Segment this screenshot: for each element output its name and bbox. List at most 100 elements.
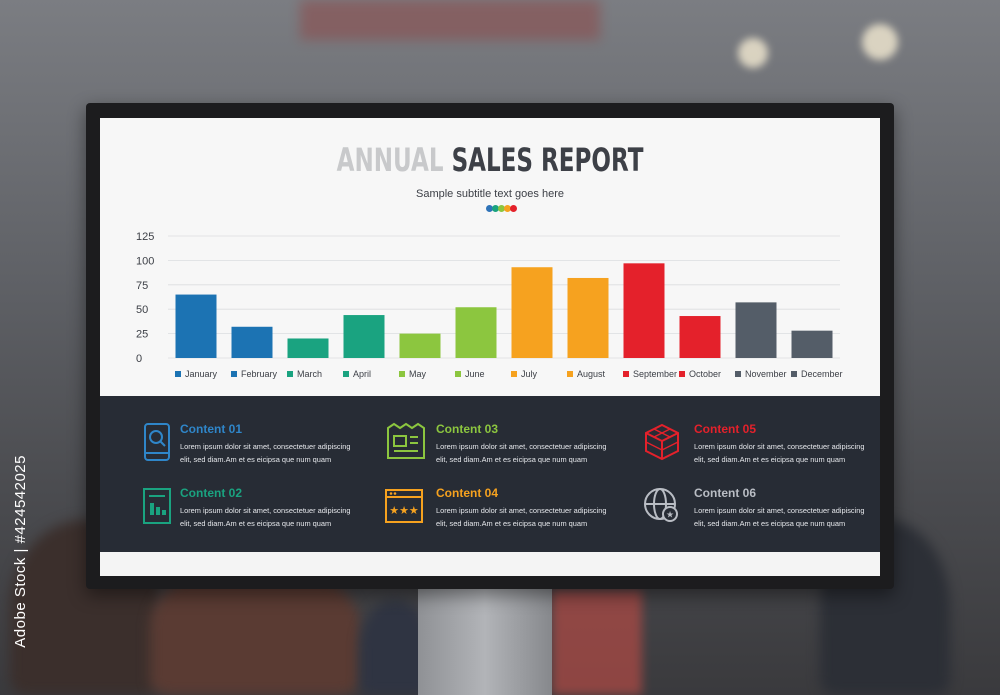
legend-label: August bbox=[577, 369, 606, 379]
content-line: elit, sed diam.Am et es eicipsa que num … bbox=[694, 519, 846, 528]
legend-swatch bbox=[791, 371, 797, 377]
legend-label: December bbox=[801, 369, 843, 379]
content-heading: Content 05 bbox=[694, 422, 757, 436]
y-tick-label: 100 bbox=[136, 255, 154, 267]
cube-icon bbox=[642, 422, 679, 462]
report-subtitle: Sample subtitle text goes here bbox=[416, 188, 564, 200]
globe-star-icon: ★ bbox=[642, 486, 678, 526]
content-body: Lorem ipsum dolor sit amet, consectetuer… bbox=[180, 504, 380, 530]
legend-label: January bbox=[185, 369, 218, 379]
color-dot bbox=[510, 205, 517, 212]
y-tick-label: 125 bbox=[136, 231, 154, 243]
color-dot bbox=[504, 205, 511, 212]
legend-swatch bbox=[567, 371, 573, 377]
rating-window-icon: ★★★ bbox=[384, 486, 423, 526]
legend-label: May bbox=[409, 369, 427, 379]
legend-swatch bbox=[175, 371, 181, 377]
legend-label: April bbox=[353, 369, 371, 379]
bar-june bbox=[455, 307, 497, 358]
color-dots bbox=[486, 205, 517, 212]
ceiling-beam bbox=[300, 0, 600, 40]
newspaper-icon bbox=[384, 422, 430, 462]
legend-swatch bbox=[511, 371, 517, 377]
content-body: Lorem ipsum dolor sit amet, consectetuer… bbox=[694, 504, 880, 530]
content-body: Lorem ipsum dolor sit amet, consectetuer… bbox=[436, 440, 636, 466]
legend-swatch bbox=[231, 371, 237, 377]
legend-swatch bbox=[287, 371, 293, 377]
stock-watermark: Adobe Stock | #424542025 bbox=[8, 455, 32, 665]
title-part-annual: ANNUAL bbox=[336, 141, 444, 179]
bar-january bbox=[175, 294, 217, 358]
bar-october bbox=[679, 316, 721, 358]
ceiling-light bbox=[738, 38, 768, 68]
content-line: Lorem ipsum dolor sit amet, consectetuer… bbox=[436, 506, 607, 515]
bar-march bbox=[287, 338, 329, 358]
bar-february bbox=[231, 326, 273, 358]
bar-november bbox=[735, 302, 777, 358]
bar-december bbox=[791, 330, 833, 358]
content-body: Lorem ipsum dolor sit amet, consectetuer… bbox=[694, 440, 880, 466]
legend-label: July bbox=[521, 369, 538, 379]
ceiling-light bbox=[862, 24, 898, 60]
content-heading: Content 03 bbox=[436, 422, 499, 436]
content-item: ★★★ Content 04 Lorem ipsum dolor sit amet,… bbox=[384, 486, 624, 536]
legend-swatch bbox=[399, 371, 405, 377]
bar-september bbox=[623, 263, 665, 358]
content-line: Lorem ipsum dolor sit amet, consectetuer… bbox=[436, 442, 607, 451]
color-dot bbox=[492, 205, 499, 212]
content-body: Lorem ipsum dolor sit amet, consectetuer… bbox=[436, 504, 636, 530]
bar-april bbox=[343, 315, 385, 358]
content-line: Lorem ipsum dolor sit amet, consectetuer… bbox=[694, 442, 865, 451]
color-dot bbox=[486, 205, 493, 212]
svg-text:★: ★ bbox=[666, 510, 674, 520]
content-item: Content 02 Lorem ipsum dolor sit amet, co… bbox=[142, 486, 382, 536]
content-line: elit, sed diam.Am et es eicipsa que num … bbox=[180, 519, 332, 528]
content-line: elit, sed diam.Am et es eicipsa que num … bbox=[180, 455, 332, 464]
y-tick-label: 75 bbox=[136, 280, 148, 292]
color-dot bbox=[498, 205, 505, 212]
legend-swatch bbox=[735, 371, 741, 377]
content-heading: Content 06 bbox=[694, 486, 757, 500]
content-heading: Content 04 bbox=[436, 486, 499, 500]
y-tick-label: 0 bbox=[136, 353, 142, 365]
monitor-stand bbox=[418, 585, 552, 695]
watermark-text: Adobe Stock | #424542025 bbox=[12, 455, 29, 648]
content-line: elit, sed diam.Am et es eicipsa que num … bbox=[436, 519, 588, 528]
legend-label: February bbox=[241, 369, 278, 379]
bar-august bbox=[567, 277, 609, 358]
display-monitor: ANNUAL SALES REPORT Sample subtitle text… bbox=[86, 103, 894, 589]
legend-label: September bbox=[633, 369, 677, 379]
screen-bottom-strip bbox=[100, 552, 880, 576]
bar-chart: 0 25 50 75 100 125 January February March April Ma… bbox=[136, 231, 843, 379]
document-chart-icon bbox=[142, 486, 172, 526]
content-item: Content 01 Lorem ipsum dolor sit amet, co… bbox=[142, 422, 382, 472]
monitor-screen: ANNUAL SALES REPORT Sample subtitle text… bbox=[100, 118, 880, 576]
legend-label: March bbox=[297, 369, 322, 379]
legend-swatch bbox=[679, 371, 685, 377]
legend-swatch bbox=[343, 371, 349, 377]
content-line: elit, sed diam.Am et es eicipsa que num … bbox=[694, 455, 846, 464]
bar-july bbox=[511, 267, 553, 358]
content-line: Lorem ipsum dolor sit amet, consectetuer… bbox=[180, 442, 351, 451]
legend-swatch bbox=[455, 371, 461, 377]
y-tick-label: 25 bbox=[136, 329, 148, 341]
legend-label: June bbox=[465, 369, 485, 379]
content-item: Content 05 Lorem ipsum dolor sit amet, co… bbox=[642, 422, 880, 472]
content-line: elit, sed diam.Am et es eicipsa que num … bbox=[436, 455, 588, 464]
y-tick-label: 50 bbox=[136, 304, 148, 316]
content-line: Lorem ipsum dolor sit amet, consectetuer… bbox=[694, 506, 865, 515]
content-item: ★ Content 06 Lorem ipsum dolor sit amet, c… bbox=[642, 486, 880, 536]
content-heading: Content 01 bbox=[180, 422, 243, 436]
legend-swatch bbox=[623, 371, 629, 377]
mobile-search-icon bbox=[142, 422, 172, 462]
content-panel: Content 01 Lorem ipsum dolor sit amet, co… bbox=[100, 396, 880, 552]
svg-text:★★★: ★★★ bbox=[389, 505, 419, 517]
background-sign bbox=[552, 590, 642, 695]
content-body: Lorem ipsum dolor sit amet, consectetuer… bbox=[180, 440, 380, 466]
legend-label: November bbox=[745, 369, 787, 379]
content-heading: Content 02 bbox=[180, 486, 243, 500]
legend-label: October bbox=[689, 369, 721, 379]
content-item: Content 03 Lorem ipsum dolor sit amet, co… bbox=[384, 422, 624, 472]
title-part-sales-report: SALES REPORT bbox=[451, 141, 644, 179]
bar-may bbox=[399, 333, 441, 358]
